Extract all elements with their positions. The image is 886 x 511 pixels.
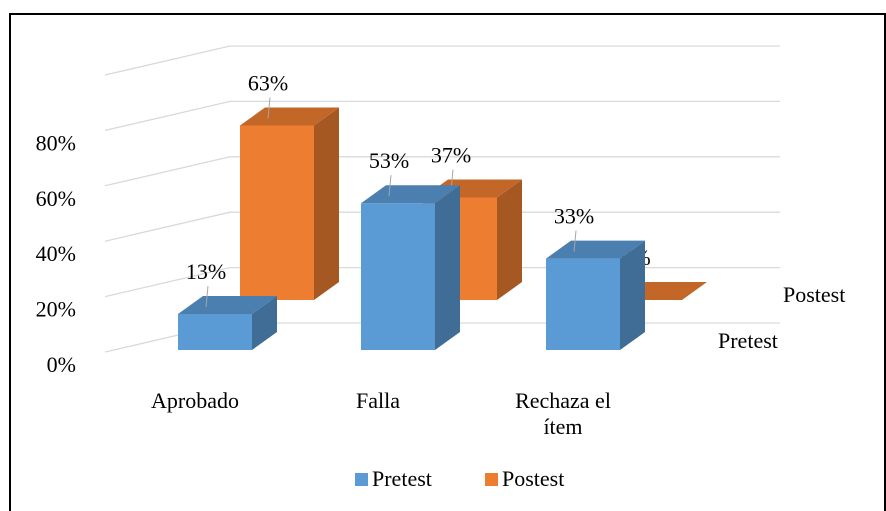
grid-line <box>104 211 780 242</box>
bar <box>361 185 460 350</box>
bar-front <box>361 203 435 350</box>
bar-side <box>252 295 277 350</box>
bar-top <box>178 295 277 314</box>
leader-line <box>267 97 271 119</box>
x-tick-label: Rechaza el ítem <box>515 388 611 439</box>
depth-label: Pretest <box>718 328 778 353</box>
y-tick-label: 0% <box>47 352 76 377</box>
bar-front <box>240 125 314 301</box>
bar-side <box>620 240 645 350</box>
bar-front <box>546 258 620 350</box>
x-tick-label: Aprobado <box>151 388 239 413</box>
bar <box>546 240 645 350</box>
y-tick-label: 80% <box>36 130 76 155</box>
bar-top <box>240 107 339 126</box>
bar-front <box>178 313 252 350</box>
bar-top <box>361 185 460 204</box>
legend-label: Postest <box>502 466 564 491</box>
value-label: 37% <box>431 143 471 168</box>
grid-line <box>104 45 780 76</box>
legend-swatch <box>355 473 368 486</box>
frame <box>9 13 886 511</box>
leader-line <box>205 285 209 308</box>
x-tick-label: Falla <box>356 388 400 413</box>
y-tick-label: 20% <box>36 297 76 322</box>
y-tick-label: 60% <box>36 186 76 211</box>
legend-label: Pretest <box>372 466 432 491</box>
leader-line <box>388 175 392 197</box>
leader-line <box>573 230 577 252</box>
legend-swatch <box>485 473 498 486</box>
value-label: 13% <box>186 259 226 284</box>
grid-line <box>104 100 780 132</box>
bar-side <box>314 107 339 301</box>
bar-side <box>435 185 460 350</box>
y-tick-label: 40% <box>36 241 76 266</box>
value-label: 33% <box>554 204 594 229</box>
grid-line <box>104 156 780 187</box>
depth-label: Postest <box>783 282 845 307</box>
value-label: 63% <box>248 71 288 96</box>
value-label: 53% <box>369 148 409 173</box>
bar-top <box>546 240 645 259</box>
bar <box>240 107 339 301</box>
bar-side <box>497 179 522 300</box>
bar <box>178 295 277 350</box>
